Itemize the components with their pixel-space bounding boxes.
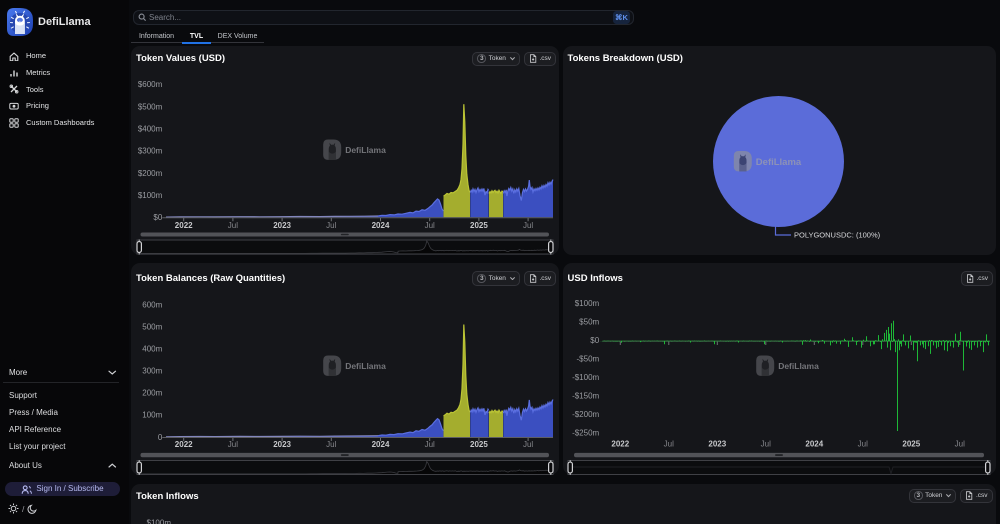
- svg-text:2022: 2022: [611, 440, 629, 449]
- svg-text:-$150m: -$150m: [572, 391, 599, 400]
- svg-text:$0: $0: [153, 213, 162, 222]
- svg-text:DefiLlama: DefiLlama: [755, 157, 801, 168]
- svg-text:Jul: Jul: [663, 440, 673, 449]
- svg-text:$100m: $100m: [147, 518, 172, 524]
- svg-text:400m: 400m: [142, 345, 162, 354]
- svg-text:-$50m: -$50m: [576, 354, 599, 363]
- svg-text:$500m: $500m: [138, 102, 163, 111]
- svg-text:DefiLlama: DefiLlama: [345, 145, 386, 155]
- svg-text:2025: 2025: [470, 221, 488, 230]
- svg-text:2023: 2023: [273, 221, 291, 230]
- svg-text:2024: 2024: [372, 221, 390, 230]
- svg-text:$600m: $600m: [138, 80, 163, 89]
- svg-text:Jul: Jul: [425, 221, 435, 230]
- svg-text:Jul: Jul: [523, 221, 533, 230]
- svg-text:$200m: $200m: [138, 169, 163, 178]
- svg-text:$0: $0: [590, 336, 599, 345]
- svg-text:-$250m: -$250m: [572, 428, 599, 437]
- svg-text:$100m: $100m: [138, 191, 163, 200]
- svg-text:2022: 2022: [175, 221, 193, 230]
- svg-text:$100m: $100m: [574, 299, 599, 308]
- svg-text:2024: 2024: [372, 440, 390, 449]
- svg-text:-$100m: -$100m: [572, 373, 599, 382]
- svg-text:POLYGONUSDC: (100%): POLYGONUSDC: (100%): [794, 231, 881, 240]
- svg-text:2025: 2025: [902, 440, 920, 449]
- svg-text:Jul: Jul: [326, 221, 336, 230]
- svg-text:2025: 2025: [470, 440, 488, 449]
- svg-text:200m: 200m: [142, 389, 162, 398]
- svg-text:Jul: Jul: [760, 440, 770, 449]
- svg-text:300m: 300m: [142, 367, 162, 376]
- svg-text:-$200m: -$200m: [572, 410, 599, 419]
- svg-text:2024: 2024: [805, 440, 823, 449]
- svg-text:Jul: Jul: [326, 440, 336, 449]
- svg-text:2023: 2023: [708, 440, 726, 449]
- svg-text:Jul: Jul: [228, 221, 238, 230]
- svg-text:$300m: $300m: [138, 147, 163, 156]
- svg-text:Jul: Jul: [523, 440, 533, 449]
- svg-text:DefiLlama: DefiLlama: [345, 361, 386, 371]
- svg-text:Jul: Jul: [228, 440, 238, 449]
- svg-text:Jul: Jul: [954, 440, 964, 449]
- svg-text:2022: 2022: [175, 440, 193, 449]
- svg-text:$400m: $400m: [138, 124, 163, 133]
- svg-text:500m: 500m: [142, 323, 162, 332]
- svg-text:Jul: Jul: [425, 440, 435, 449]
- svg-text:0: 0: [158, 433, 163, 442]
- svg-text:$50m: $50m: [579, 318, 599, 327]
- svg-text:DefiLlama: DefiLlama: [778, 361, 819, 371]
- svg-text:Jul: Jul: [857, 440, 867, 449]
- svg-text:100m: 100m: [142, 411, 162, 420]
- svg-text:600m: 600m: [142, 300, 162, 309]
- svg-text:2023: 2023: [273, 440, 291, 449]
